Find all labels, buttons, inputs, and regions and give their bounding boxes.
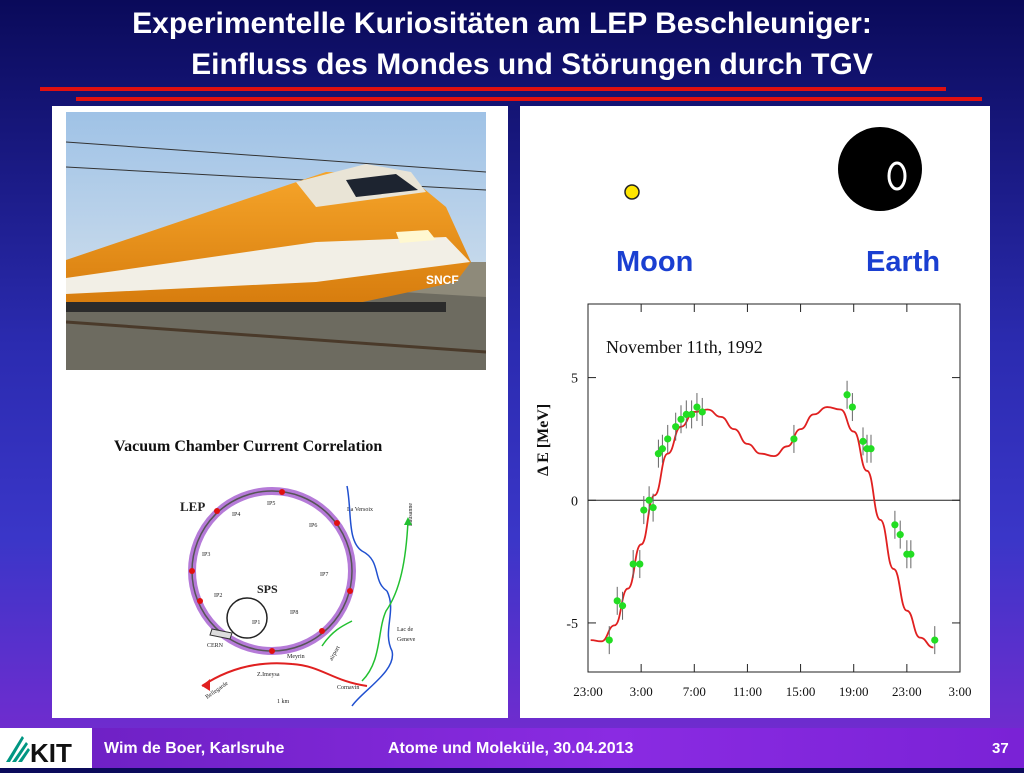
chart-title: November 11th, 1992 — [606, 337, 763, 357]
ip5-label: IP5 — [267, 501, 275, 507]
data-point — [931, 636, 939, 644]
x-tick-label: 23:00 — [573, 684, 603, 699]
x-tick-label: 19:00 — [839, 684, 869, 699]
earth-label: Earth — [866, 246, 940, 278]
data-point — [896, 531, 904, 539]
data-point — [654, 450, 663, 458]
kit-logo-text: KIT — [30, 738, 72, 768]
sncf-logo: SNCF — [426, 273, 459, 287]
page-number: 37 — [992, 740, 1009, 757]
data-point — [891, 521, 899, 529]
ip3-label: IP3 — [202, 552, 210, 558]
x-tick-label: 23:00 — [892, 684, 922, 699]
earth-tide-bulge-icon — [887, 161, 907, 191]
versoix-label: La Versoix — [347, 507, 373, 513]
x-tick-label: 3:00 — [630, 684, 653, 699]
x-tick-label: 15:00 — [786, 684, 816, 699]
ip1-label: IP1 — [252, 620, 260, 626]
lep-label: LEP — [180, 499, 205, 514]
data-point — [664, 435, 672, 443]
data-point — [843, 391, 851, 399]
title-underline-top — [40, 87, 946, 91]
data-point — [848, 403, 856, 411]
data-point — [658, 445, 666, 453]
geneve-label: Geneve — [397, 637, 416, 643]
title-underline-bottom — [76, 97, 982, 101]
scale-label: 1 km — [277, 699, 290, 705]
earth-icon — [838, 127, 922, 211]
cornavin-label: Cornavin — [337, 685, 359, 691]
footer-bar: KIT Wim de Boer, Karlsruhe Atome und Mol… — [0, 728, 1024, 768]
plot-frame — [587, 303, 961, 673]
ip6-label: IP6 — [309, 523, 317, 529]
data-point — [645, 496, 653, 504]
x-tick-label: 3:00 — [948, 684, 971, 699]
y-tick-label: -5 — [566, 617, 578, 632]
moon-label: Moon — [616, 246, 693, 278]
data-point — [677, 415, 685, 423]
slide-title-line2: Einfluss des Mondes und Störungen durch … — [191, 48, 873, 81]
x-tick-label: 7:00 — [683, 684, 706, 699]
lep-ring-map: LEP SPS IP1 IP2 IP3 IP4 IP5 IP6 IP7 IP8 … — [180, 485, 416, 707]
slide-title-line1: Experimentelle Kuriositäten am LEP Besch… — [132, 7, 872, 40]
data-point — [867, 445, 875, 453]
tgv-train-photo: SNCF — [66, 112, 486, 370]
right-panel: Moon Earth 5 0 -5 23:00 3:00 7:00 11:00 15:00 19… — [520, 106, 990, 718]
fit-curve — [590, 406, 934, 649]
data-point — [693, 403, 701, 411]
diagram-title: Vacuum Chamber Current Correlation — [114, 438, 383, 455]
moon-icon — [624, 184, 640, 200]
left-panel: SNCF Vacuum Chamber Current Correlation … — [52, 106, 508, 718]
y-axis-label: Δ E [MeV] — [535, 404, 552, 476]
delta-e-chart: 5 0 -5 23:00 3:00 7:00 11:00 15:00 19:00 23:00 3:0… — [535, 303, 972, 699]
cern-label: CERN — [207, 643, 224, 649]
sps-label: SPS — [257, 582, 278, 596]
lac-label: Lac de — [397, 627, 413, 633]
footer-lecture: Atome und Moleküle, 30.04.2013 — [388, 740, 634, 757]
data-point — [672, 423, 680, 431]
x-tick-label: 11:00 — [733, 684, 762, 699]
data-point — [790, 435, 798, 443]
data-point — [688, 410, 696, 418]
ip8-label: IP8 — [290, 610, 298, 616]
moon-earth-figure: Moon Earth — [616, 127, 940, 278]
data-point — [682, 410, 690, 418]
data-point — [629, 560, 637, 568]
data-point — [605, 636, 613, 644]
data-point — [859, 437, 867, 445]
zimeysa-label: Z.Imeysa — [257, 672, 280, 678]
footer-author: Wim de Boer, Karlsruhe — [104, 740, 285, 757]
lausanne-label: Lausanne — [408, 503, 414, 526]
data-point — [636, 560, 644, 568]
meyrin-label: Meyrin — [287, 654, 305, 660]
kit-logo: KIT — [0, 728, 92, 768]
data-point — [618, 602, 627, 610]
ip2-label: IP2 — [214, 593, 222, 599]
ip7-label: IP7 — [320, 572, 328, 578]
airport-label: airport — [329, 645, 342, 662]
data-point — [907, 550, 915, 558]
data-point — [640, 506, 648, 514]
ip4-label: IP4 — [232, 512, 240, 518]
data-point — [613, 597, 621, 605]
y-tick-label: 5 — [571, 372, 578, 387]
data-point — [698, 408, 706, 416]
kit-logo-mark: KIT — [6, 736, 72, 768]
data-point — [649, 504, 657, 512]
y-tick-label: 0 — [571, 494, 578, 509]
